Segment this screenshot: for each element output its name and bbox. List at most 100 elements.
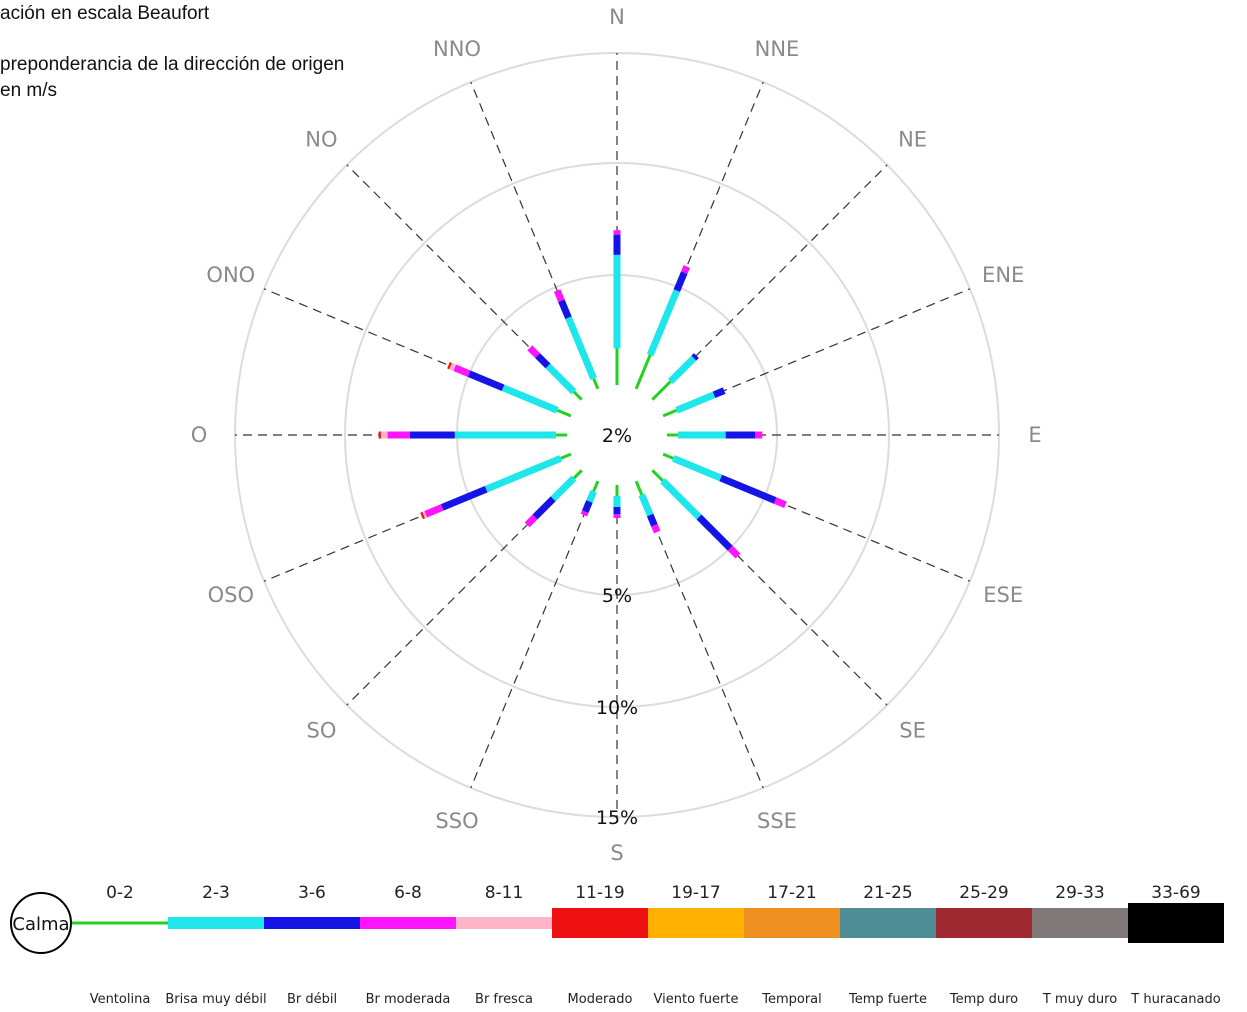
spoke-NO xyxy=(346,164,583,401)
bar-ENE-brisa-muy-débil xyxy=(675,391,716,414)
bar-ONO-br-débil xyxy=(467,370,505,392)
bar-OSO-moderado xyxy=(420,511,425,520)
direction-label-NNO: NNO xyxy=(433,37,481,61)
legend-name-2: Brisa muy débil xyxy=(165,992,266,1007)
direction-label-OSO: OSO xyxy=(208,583,254,607)
legend-name-1: Ventolina xyxy=(90,992,151,1007)
spoke-NNE xyxy=(635,81,764,390)
bar-SSE-br-débil xyxy=(646,513,658,527)
legend-name-8: Temporal xyxy=(761,992,822,1007)
bar-SE-brisa-muy-débil xyxy=(660,478,702,520)
bar-SE-br-débil xyxy=(696,514,733,551)
legend-range-1: 0-2 xyxy=(106,883,134,903)
legend-swatch-t-huracanado xyxy=(1128,903,1224,943)
spoke-SSO xyxy=(470,480,599,789)
direction-label-N: N xyxy=(609,5,625,29)
legend-swatch-br-fresca xyxy=(456,917,552,929)
bar-OSO-br-moderada xyxy=(424,504,444,518)
bar-SSE-brisa-muy-débil xyxy=(638,493,654,517)
direction-label-O: O xyxy=(191,423,208,447)
legend-swatch-temp-fuerte xyxy=(840,908,936,938)
header-line-1: ación en escala Beaufort xyxy=(0,3,210,24)
bar-NO-br-moderada xyxy=(527,345,541,359)
bar-ONO-br-fresca xyxy=(449,362,457,372)
spoke-ONO xyxy=(263,288,572,417)
legend-name-11: T muy duro xyxy=(1042,992,1117,1007)
legend-swatch-temporal xyxy=(744,908,840,938)
legend-swatch-br-débil xyxy=(264,917,360,929)
ring-label-2: 10% xyxy=(596,697,638,719)
legend-name-12: T huracanado xyxy=(1130,992,1220,1007)
legend-name-7: Viento fuerte xyxy=(654,992,739,1007)
bar-ESE-br-moderada xyxy=(773,497,787,509)
legend-items: 0-2 Ventolina 2-3 Brisa muy débil 3-6 Br débi… xyxy=(72,883,1224,1007)
bar-OSO-br-débil xyxy=(440,485,488,511)
spoke-NNO xyxy=(470,81,599,390)
calm-circle xyxy=(10,892,72,954)
bar-OSO-brisa-muy-débil xyxy=(484,455,562,493)
bar-SO-br-moderada xyxy=(524,514,538,528)
bar-NO-brisa-muy-débil xyxy=(545,363,577,395)
direction-labels: N NNE NE ENE E ESE SE SSE S SSO SO OSO O ONO NO NNO xyxy=(191,5,1042,865)
legend-swatch-br-moderada xyxy=(360,917,456,929)
ring-label-1: 5% xyxy=(602,585,632,607)
direction-label-SSO: SSO xyxy=(435,809,478,833)
legend-swatch-ventolina xyxy=(72,921,168,925)
bar-ENE-br-débil xyxy=(712,387,726,399)
direction-label-SO: SO xyxy=(306,719,336,743)
spoke-SSE xyxy=(635,480,764,789)
legend-range-7: 19-17 xyxy=(671,883,720,903)
bar-SO-br-débil xyxy=(532,496,556,520)
center-disc xyxy=(567,385,667,485)
bar-ONO-br-moderada xyxy=(453,364,471,378)
legend-range-11: 29-33 xyxy=(1055,883,1104,903)
bar-NNO-brisa-muy-débil xyxy=(565,316,597,380)
legend-swatch-t-muy-duro xyxy=(1032,908,1128,938)
legend-name-3: Br débil xyxy=(287,992,337,1007)
bar-SO-brisa-muy-débil xyxy=(550,475,577,502)
bar-ONO-moderado xyxy=(447,361,452,370)
bar-NE-br-débil xyxy=(691,353,699,361)
legend-name-10: Temp duro xyxy=(949,992,1018,1007)
calm-label: Calma xyxy=(12,914,69,935)
legend-range-4: 6-8 xyxy=(394,883,422,903)
legend-swatch-moderado xyxy=(552,908,648,938)
spoke-OSO xyxy=(263,453,572,582)
header-line-2: preponderancia de la dirección de origen xyxy=(0,54,345,75)
spoke-ESE xyxy=(662,453,971,582)
bar-SSO-br-moderada xyxy=(580,510,589,517)
direction-label-ONO: ONO xyxy=(206,263,255,287)
legend-name-5: Br fresca xyxy=(475,992,533,1007)
ring-2 xyxy=(344,162,890,708)
ring-label-3: 15% xyxy=(596,807,638,829)
spoke-NE xyxy=(651,164,888,401)
legend-range-9: 21-25 xyxy=(863,883,912,903)
ring-labels: 5% 10% 15% xyxy=(596,585,638,829)
direction-label-E: E xyxy=(1028,423,1041,447)
direction-label-S: S xyxy=(610,841,623,865)
bar-NE-brisa-muy-débil xyxy=(668,355,697,384)
bar-NO-br-débil xyxy=(535,353,551,369)
bar-ESE-br-débil xyxy=(719,474,777,504)
legend-range-2: 2-3 xyxy=(202,883,230,903)
bar-NNE-br-débil xyxy=(673,271,688,292)
bar-SSO-br-débil xyxy=(582,500,593,514)
legend-swatch-viento-fuerte xyxy=(648,908,744,938)
legend-name-6: Moderado xyxy=(568,992,633,1007)
bar-SSO-brisa-muy-débil xyxy=(586,490,597,503)
spoke-ENE xyxy=(662,288,971,417)
center-percent-label: 2% xyxy=(602,425,632,447)
bar-ESE-brisa-muy-débil xyxy=(672,455,723,482)
direction-label-SSE: SSE xyxy=(757,809,797,833)
legend-range-8: 17-21 xyxy=(767,883,816,903)
direction-label-NO: NO xyxy=(305,127,337,151)
bar-NNE-br-moderada xyxy=(680,265,691,275)
bar-SE-br-moderada xyxy=(727,545,741,559)
beaufort-legend: Calma 0-2 Ventolina 2-3 Brisa muy débil 3-6 B… xyxy=(10,883,1224,1007)
direction-label-NNE: NNE xyxy=(755,37,800,61)
direction-label-ENE: ENE xyxy=(982,263,1024,287)
bar-NNE-brisa-muy-débil xyxy=(646,289,681,357)
bar-SSE-br-moderada xyxy=(651,523,661,534)
direction-label-ESE: ESE xyxy=(983,583,1023,607)
